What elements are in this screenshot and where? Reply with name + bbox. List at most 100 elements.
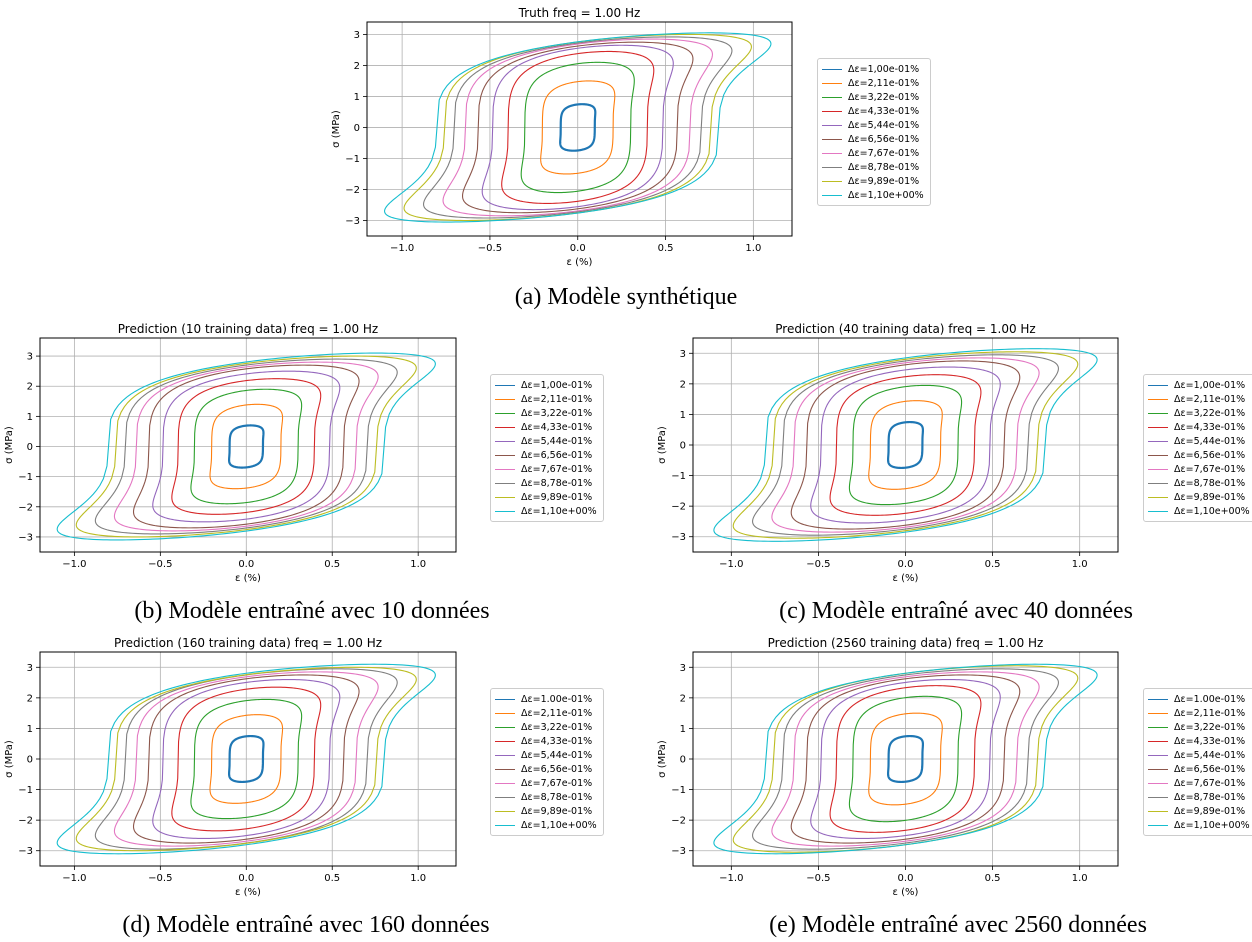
legend-item: Δε=2,11e-01% [495,392,597,406]
legend-item: Δε=4,33e-01% [495,734,597,748]
legend-label: Δε=4,33e-01% [521,421,593,433]
legend-swatch [495,440,515,442]
legend-item: Δε=1,00e-01% [1148,378,1250,392]
y-axis-label: σ (MPa) [331,110,342,148]
legend-label: Δε=9,89e-01% [848,175,920,187]
x-tick-label: −0.5 [148,559,172,570]
series-line-9 [75,355,417,538]
caption-b: (b) Modèle entraîné avec 10 données [134,598,490,624]
legend-label: Δε=7,67e-01% [521,777,593,789]
series-line-8 [752,668,1059,850]
legend-label: Δε=6,56e-01% [1174,449,1246,461]
series-line-3 [190,388,303,505]
series-line-10 [713,348,1098,542]
legend-label: Δε=2,11e-01% [521,707,593,719]
legend-item: Δε=7,67e-01% [822,146,924,160]
legend-label: Δε=2,11e-01% [521,393,593,405]
legend-swatch [1148,510,1168,512]
legend-swatch [495,754,515,756]
legend-label: Δε=3,22e-01% [848,91,920,103]
legend-item: Δε=1.00e-01% [495,692,597,706]
legend-swatch [822,194,842,196]
x-tick-label: 0.0 [238,873,254,884]
series-line-5 [152,678,341,840]
legend-swatch [1148,810,1168,812]
legend-label: Δε=6,56e-01% [848,133,920,145]
series-line-2 [540,80,616,175]
legend-item: Δε=2,11e-01% [1148,392,1250,406]
y-tick-label: 1 [680,724,686,735]
legend-item: Δε=5,44e-01% [1148,748,1250,762]
legend-swatch [495,824,515,826]
y-tick-label: −3 [18,532,33,543]
legend-swatch [822,138,842,140]
legend-item: Δε=6,56e-01% [822,132,924,146]
x-axis-label: ε (%) [235,573,261,584]
series-line-4 [171,686,322,832]
legend-label: Δε=5,44e-01% [848,119,920,131]
y-tick-label: 2 [27,382,33,393]
legend-item: Δε=2,11e-01% [822,76,924,90]
y-tick-label: −2 [18,502,33,513]
legend-swatch [495,712,515,714]
chart-c-svg: −1.0 −0.5 0.0 0.5 1.0 −3 −2 −1 0 1 2 3 Prediction (4… [657,322,1119,584]
legend-item: Δε=9,89e-01% [495,804,597,818]
legend-item: Δε=1,10e+00% [1148,504,1250,518]
legend-item: Δε=5,44e-01% [495,434,597,448]
y-tick-label: 2 [680,693,686,704]
legend-item: Δε=7,67e-01% [1148,462,1250,476]
x-axis-label: ε (%) [893,887,919,898]
series-line-9 [732,665,1079,853]
legend-swatch [822,110,842,112]
legend-swatch [1148,398,1168,400]
legend-label: Δε=9,89e-01% [521,491,593,503]
legend-label: Δε=1.00e-01% [1174,693,1246,705]
legend-b: Δε=1,00e-01% Δε=2,11e-01% Δε=3,22e-01% Δε=4… [490,374,604,522]
y-tick-label: 2 [354,61,360,72]
series-line-8 [94,358,398,535]
legend-swatch [495,782,515,784]
legend-label: Δε=1,00e-01% [521,379,593,391]
x-tick-label: 0.5 [985,873,1001,884]
legend-swatch [1148,712,1168,714]
legend-item: Δε=3,22e-01% [495,720,597,734]
legend-label: Δε=7,67e-01% [1174,777,1246,789]
series-line-9 [732,351,1079,539]
series-line-8 [422,36,733,219]
legend-swatch [1148,754,1168,756]
series-group [713,348,1098,542]
legend-label: Δε=1.00e-01% [521,693,593,705]
x-tick-label: 0.5 [985,559,1001,570]
legend-swatch [495,496,515,498]
legend-swatch [1148,768,1168,770]
legend-e: Δε=1.00e-01% Δε=2,11e-01% Δε=3,22e-01% Δε=4… [1143,688,1252,836]
legend-d: Δε=1.00e-01% Δε=2,11e-01% Δε=3,22e-01% Δε=4… [490,688,604,836]
legend-a: Δε=1,00e-01% Δε=2,11e-01% Δε=3,22e-01% Δε=4… [817,58,931,206]
y-tick-label: 0 [27,755,33,766]
legend-item: Δε=6,56e-01% [495,762,597,776]
legend-label: Δε=9,89e-01% [1174,805,1246,817]
series-line-10 [56,352,436,541]
x-tick-label: −1.0 [62,559,86,570]
legend-swatch [495,412,515,414]
series-line-4 [829,685,982,833]
legend-label: Δε=5,44e-01% [1174,435,1246,447]
legend-item: Δε=1,10e+00% [495,504,597,518]
caption-e: (e) Modèle entraîné avec 2560 données [769,912,1147,938]
x-tick-label: −1.0 [719,873,743,884]
chart-panel-b: −1.0 −0.5 0.0 0.5 1.0 −3 −2 −1 0 1 2 3 Prediction (1… [0,322,610,592]
legend-item: Δε=9,89e-01% [822,174,924,188]
y-tick-label: −3 [345,216,360,227]
legend-swatch [495,384,515,386]
caption-a: (a) Modèle synthétique [514,284,738,310]
series-line-7 [771,671,1040,847]
legend-item: Δε=8,78e-01% [495,790,597,804]
legend-item: Δε=3,22e-01% [1148,406,1250,420]
legend-swatch [495,426,515,428]
legend-swatch [1148,468,1168,470]
legend-label: Δε=1,00e-01% [1174,379,1246,391]
x-tick-label: 0.5 [658,243,674,254]
series-line-6 [790,674,1021,844]
legend-swatch [495,698,515,700]
series-line-7 [771,357,1040,533]
